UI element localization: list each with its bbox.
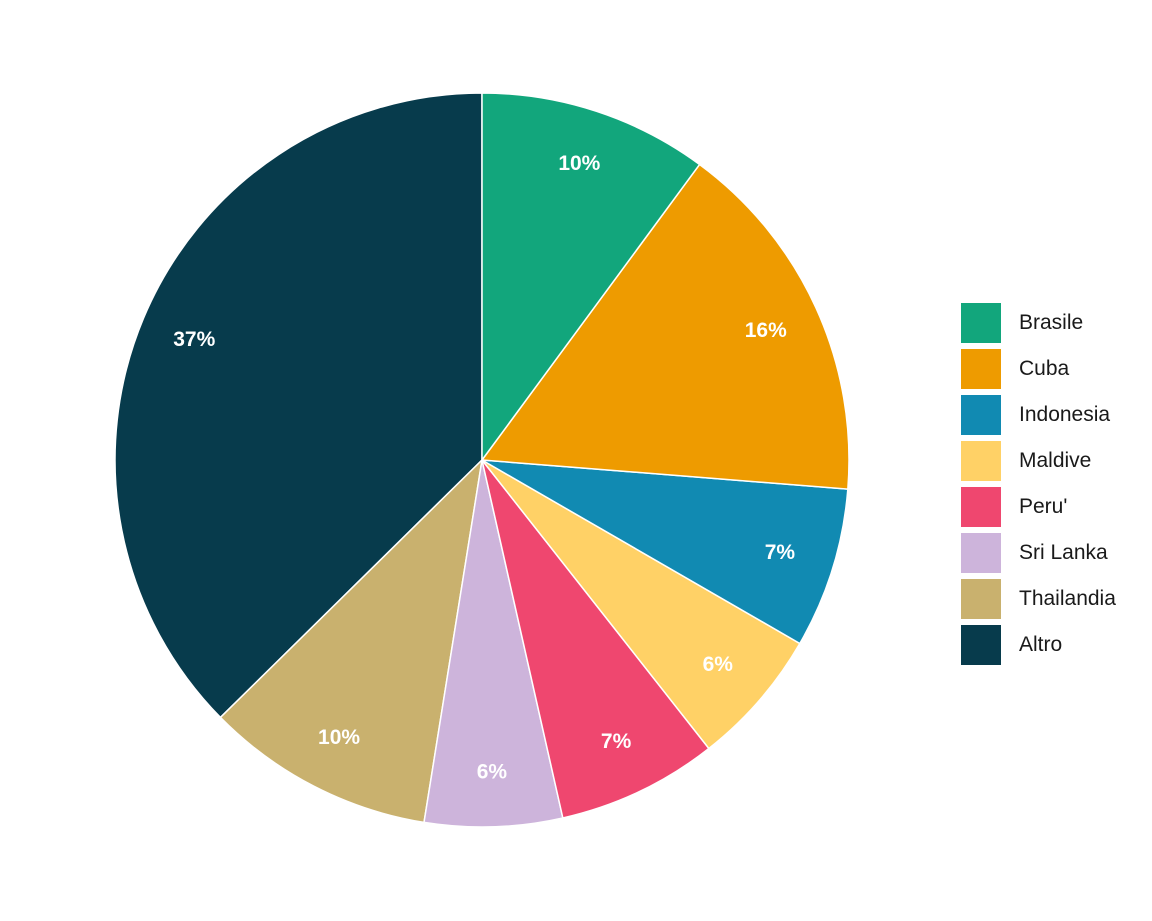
legend-swatch-brasile [961, 303, 1001, 343]
legend-item-peru: Peru' [961, 484, 1116, 530]
data-label-peru: 7% [601, 730, 632, 753]
legend-label-thailandia: Thailandia [1019, 587, 1116, 610]
legend-item-thailandia: Thailandia [961, 576, 1116, 622]
legend-swatch-cuba [961, 349, 1001, 389]
legend-label-brasile: Brasile [1019, 311, 1084, 334]
legend-swatch-maldive [961, 441, 1001, 481]
slice-thailandia [219, 457, 484, 824]
legend-label-maldive: Maldive [1019, 449, 1092, 472]
data-label-sri-lanka: 6% [477, 760, 508, 783]
data-label-cuba: 16% [745, 319, 787, 342]
legend-item-altro: Altro [961, 622, 1116, 668]
slice-altro [114, 92, 483, 719]
slice-brasile [481, 92, 701, 463]
slice-maldive [481, 459, 801, 750]
legend-swatch-indonesia [961, 395, 1001, 435]
legend-swatch-thailandia [961, 579, 1001, 619]
legend-label-altro: Altro [1019, 633, 1063, 656]
slice-peru [481, 459, 710, 819]
data-label-maldive: 6% [703, 653, 734, 676]
legend-item-maldive: Maldive [961, 438, 1116, 484]
data-label-brasile: 10% [558, 152, 600, 175]
data-label-thailandia: 10% [318, 726, 360, 749]
legend: Brasile Cuba Indonesia Maldive Peru' Sri Lank… [961, 300, 1116, 668]
legend-item-indonesia: Indonesia [961, 392, 1116, 438]
slice-indonesia [481, 459, 849, 645]
data-label-indonesia: 7% [765, 541, 796, 564]
legend-label-indonesia: Indonesia [1019, 403, 1111, 426]
legend-item-brasile: Brasile [961, 300, 1116, 346]
legend-label-peru: Peru' [1019, 495, 1068, 518]
legend-swatch-peru [961, 487, 1001, 527]
pie-slices [114, 92, 850, 828]
slice-cuba [480, 163, 850, 490]
legend-label-sri-lanka: Sri Lanka [1019, 541, 1108, 564]
slice-sri-lanka [423, 459, 564, 828]
legend-item-cuba: Cuba [961, 346, 1116, 392]
pie-data-labels: 37% 10% 6% 7% 6% 7% 16% 10% [173, 152, 795, 783]
legend-swatch-altro [961, 625, 1001, 665]
legend-item-sri-lanka: Sri Lanka [961, 530, 1116, 576]
data-label-altro: 37% [173, 328, 215, 351]
legend-swatch-sri-lanka [961, 533, 1001, 573]
legend-label-cuba: Cuba [1019, 357, 1070, 380]
